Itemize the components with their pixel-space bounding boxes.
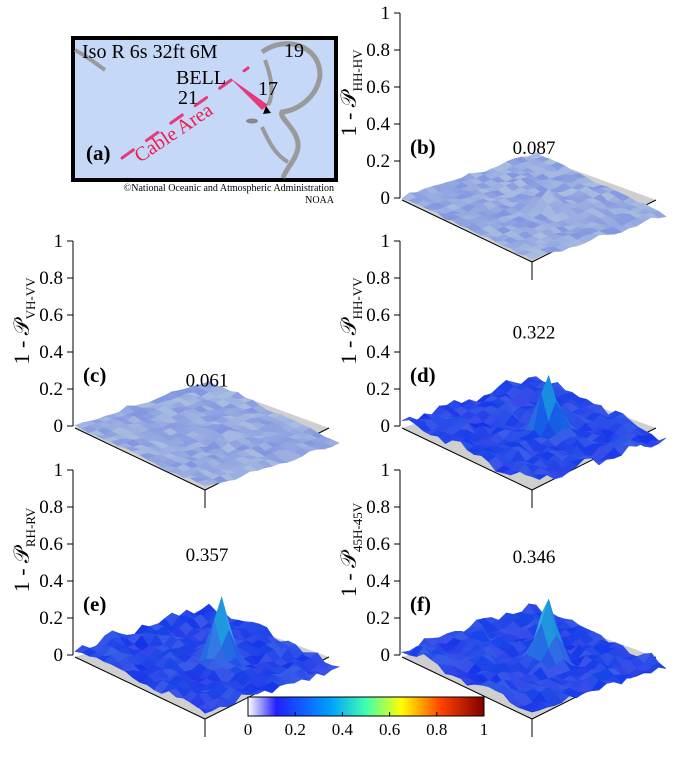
base-edge — [401, 427, 533, 491]
z-tick-label: 0.6 — [366, 305, 390, 326]
z-axis-label: 1 - 𝒫45H-45V — [336, 502, 365, 597]
colorbar-tick-label: 0.4 — [332, 720, 354, 739]
map-title: Iso R 6s 32ft 6M — [82, 41, 218, 63]
z-tick-label: 0.2 — [39, 379, 63, 400]
panel-label: (f) — [410, 592, 431, 616]
surface-cell — [524, 709, 540, 713]
z-tick-label: 0.4 — [39, 342, 63, 363]
z-axis-label: 1 - 𝒫RH-RV — [9, 507, 38, 592]
surface-mesh — [401, 375, 667, 480]
panel-label: (b) — [410, 135, 436, 159]
surface-panel: 0 0.2 0.4 0.6 0.8 1 1 - 𝒫HH-HV 0.087 (b) — [336, 3, 667, 280]
map-contour — [260, 41, 323, 179]
map-contour — [260, 126, 290, 164]
map-panel: Iso R 6s 32ft 6M 19 BELL 17 21 Cable Are… — [71, 36, 338, 206]
panel-label: (a) — [86, 141, 111, 165]
surface-panel: 0 0.2 0.4 0.6 0.8 1 1 - 𝒫VH-VV 0.061 (c) — [9, 231, 340, 508]
surface-mesh — [401, 152, 667, 260]
base-edge — [401, 199, 533, 263]
z-axis-label: 1 - 𝒫HH-HV — [336, 49, 365, 137]
z-tick-label: 0.6 — [39, 305, 63, 326]
peak-label: 0.087 — [513, 138, 556, 159]
surface-cell — [196, 479, 214, 486]
colorbar-tick-label: 0.8 — [426, 720, 447, 739]
z-axis-label: 1 - 𝒫HH-VV — [336, 277, 365, 365]
peak-label: 0.346 — [513, 547, 556, 568]
base-edge — [401, 656, 533, 720]
z-tick-label: 0.8 — [39, 497, 63, 518]
map-bell-label: BELL — [176, 67, 226, 89]
map-rock-symbol — [246, 118, 258, 124]
z-tick-label: 0 — [381, 645, 391, 666]
cable-line — [120, 66, 250, 160]
surface-cell — [197, 706, 213, 714]
surface-mesh — [400, 598, 667, 713]
map-depth: 17 — [258, 78, 278, 100]
panel-label: (e) — [83, 592, 106, 616]
surface-mesh — [74, 381, 340, 486]
z-tick-label: 0.4 — [366, 571, 390, 592]
z-tick-label: 0.2 — [39, 608, 63, 629]
z-tick-label: 1 — [54, 460, 64, 481]
z-tick-label: 0.8 — [366, 40, 390, 61]
colorbar-tick-label: 0.6 — [379, 720, 400, 739]
z-tick-label: 0.8 — [39, 268, 63, 289]
map-bell-symbol — [230, 78, 268, 110]
z-tick-label: 0.8 — [366, 497, 390, 518]
peak-label: 0.322 — [513, 322, 556, 343]
base-edge — [74, 656, 206, 720]
map-contour — [263, 59, 274, 107]
map-depth: 21 — [178, 87, 198, 109]
z-tick-label: 0.4 — [39, 571, 63, 592]
z-tick-label: 0 — [54, 645, 64, 666]
z-tick-label: 0.4 — [366, 114, 390, 135]
map-contour — [74, 48, 107, 72]
z-tick-label: 1 — [381, 231, 391, 252]
z-tick-label: 1 — [54, 231, 64, 252]
peak-label: 0.061 — [186, 371, 229, 392]
z-tick-label: 0.2 — [366, 151, 390, 172]
peak-label: 0.357 — [186, 545, 229, 566]
surface-mesh — [74, 596, 341, 714]
z-tick-label: 0 — [54, 416, 64, 437]
surface-panel: 0 0.2 0.4 0.6 0.8 1 1 - 𝒫45H-45V 0.346 (f) — [336, 460, 667, 737]
colorbar: 0 0.2 0.4 0.6 0.8 1 — [244, 696, 489, 739]
z-tick-label: 0.4 — [366, 342, 390, 363]
panel-label: (c) — [83, 363, 106, 387]
z-tick-label: 0.6 — [366, 77, 390, 98]
base-edge — [74, 427, 206, 491]
z-axis-label: 1 - 𝒫VH-VV — [9, 277, 38, 365]
z-tick-label: 0.6 — [39, 534, 63, 555]
colorbar-tick-label: 1 — [480, 720, 489, 739]
surface-cell — [524, 251, 541, 260]
z-tick-label: 1 — [381, 3, 391, 24]
surface-panel: 0 0.2 0.4 0.6 0.8 1 1 - 𝒫HH-VV 0.322 (d) — [336, 231, 667, 508]
panel-label: (d) — [410, 363, 436, 387]
surface-panel: 0 0.2 0.4 0.6 0.8 1 1 - 𝒫RH-RV 0.357 (e) — [9, 460, 341, 737]
surface-cell — [524, 474, 540, 480]
z-tick-label: 0.2 — [366, 608, 390, 629]
z-tick-label: 0.6 — [366, 534, 390, 555]
z-tick-label: 0.2 — [366, 379, 390, 400]
colorbar-tick-label: 0.2 — [285, 720, 306, 739]
map-rock-symbol — [263, 106, 271, 114]
map-credit: ©National Oceanic and Atmospheric Admini… — [124, 183, 334, 194]
z-tick-label: 1 — [381, 460, 391, 481]
map-depth: 19 — [284, 40, 304, 62]
z-tick-label: 0 — [381, 188, 391, 209]
colorbar-gradient — [247, 696, 485, 717]
colorbar-tick-label: 0 — [244, 720, 253, 739]
z-tick-label: 0.8 — [366, 268, 390, 289]
map-credit: NOAA — [305, 195, 335, 206]
z-tick-label: 0 — [381, 416, 391, 437]
